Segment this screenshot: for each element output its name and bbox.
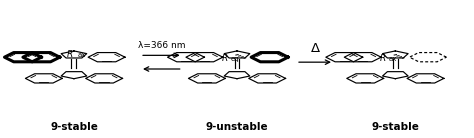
Text: ax: ax (389, 56, 397, 62)
Text: $R$: $R$ (66, 48, 74, 59)
Text: eq: eq (230, 56, 239, 62)
Text: Δ: Δ (310, 42, 319, 55)
Text: 9-unstable: 9-unstable (206, 122, 268, 132)
Text: 9-stable: 9-stable (372, 122, 419, 132)
Text: $R$: $R$ (221, 52, 228, 63)
Text: 9-stable: 9-stable (50, 122, 98, 132)
Text: ax: ax (78, 52, 86, 58)
Text: λ=366 nm: λ=366 nm (137, 41, 185, 50)
Text: $R$: $R$ (379, 52, 387, 63)
